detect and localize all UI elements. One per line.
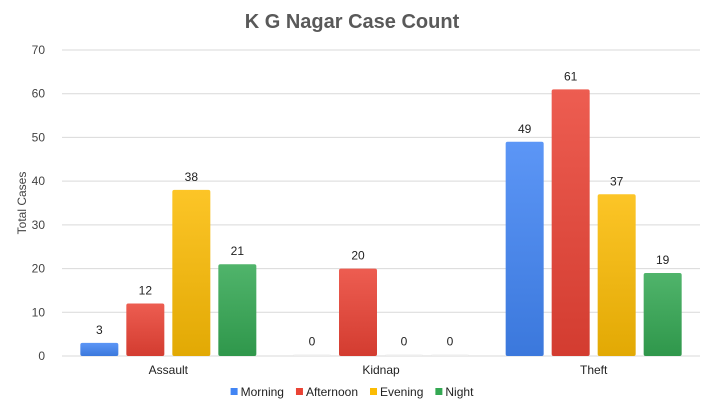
legend-swatch (295, 388, 303, 395)
data-labels: 3 12 38 21 0 20 0 0 49 61 37 19 (96, 69, 670, 348)
data-label-assault-night: 21 (231, 244, 245, 258)
bar-theft-night (643, 272, 682, 356)
bar-kidnap-afternoon (339, 268, 377, 356)
legend-item-afternoon: Afternoon (295, 385, 358, 399)
legend: Morning Afternoon Evening Night (230, 385, 474, 399)
data-label-assault-evening: 38 (185, 170, 199, 184)
bar-assault-afternoon (126, 303, 165, 356)
y-tick-label: 20 (32, 262, 46, 276)
data-label-theft-morning: 49 (518, 122, 532, 136)
bar-kidnap-evening (385, 354, 423, 356)
legend-item-evening: Evening (370, 385, 423, 399)
y-axis-ticks: 0 10 20 30 40 50 60 70 (32, 43, 46, 363)
legend-item-night: Night (435, 385, 474, 399)
data-label-kidnap-afternoon: 20 (351, 249, 365, 263)
legend-swatch (230, 388, 238, 395)
gridlines (62, 49, 700, 357)
y-tick-label: 10 (32, 305, 46, 319)
y-tick-label: 70 (32, 43, 46, 57)
legend-label: Evening (380, 385, 423, 399)
x-axis-categories: Assault Kidnap Theft (149, 363, 608, 377)
x-category-label: Assault (149, 363, 189, 377)
data-label-theft-afternoon: 61 (564, 69, 578, 83)
data-label-kidnap-evening: 0 (401, 335, 408, 349)
y-tick-label: 0 (38, 349, 45, 363)
bar-kidnap-night (431, 354, 469, 356)
bars (80, 89, 682, 356)
bar-theft-evening (597, 194, 636, 356)
bar-assault-evening (172, 189, 211, 356)
legend-swatch (435, 388, 443, 395)
bar-theft-morning (505, 141, 544, 356)
legend-label: Morning (241, 385, 284, 399)
data-label-assault-morning: 3 (96, 323, 103, 337)
chart-title: K G Nagar Case Count (245, 11, 460, 33)
y-tick-label: 60 (32, 87, 46, 101)
x-category-label: Theft (580, 363, 608, 377)
x-category-label: Kidnap (362, 363, 400, 377)
legend-label: Afternoon (306, 385, 358, 399)
legend-label: Night (445, 385, 474, 399)
legend-item-morning: Morning (230, 385, 284, 399)
data-label-theft-night: 19 (656, 253, 670, 267)
bar-kidnap-morning (293, 354, 331, 356)
data-label-kidnap-night: 0 (447, 335, 454, 349)
data-label-assault-afternoon: 12 (139, 284, 153, 298)
y-tick-label: 30 (32, 218, 46, 232)
bar-assault-night (218, 264, 257, 356)
legend-swatch (370, 388, 378, 395)
data-label-kidnap-morning: 0 (309, 335, 316, 349)
bar-assault-morning (80, 342, 119, 356)
bar-theft-afternoon (551, 89, 590, 356)
data-label-theft-evening: 37 (610, 174, 624, 188)
y-axis-label: Total Cases (15, 172, 29, 235)
y-tick-label: 40 (32, 174, 46, 188)
y-tick-label: 50 (32, 130, 46, 144)
